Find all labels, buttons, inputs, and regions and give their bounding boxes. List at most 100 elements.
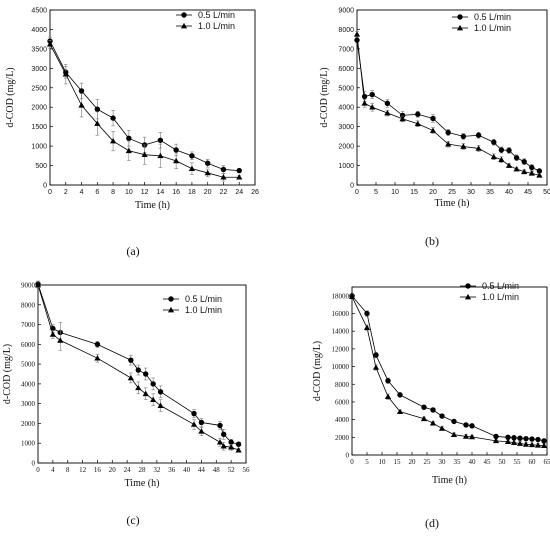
series-circle	[354, 36, 543, 174]
x-tick-label: 0	[36, 466, 40, 474]
x-tick-label: 50	[543, 189, 550, 196]
y-tick-label: 14000	[332, 328, 350, 336]
data-point	[384, 109, 391, 116]
data-point	[399, 112, 406, 119]
data-point	[541, 438, 547, 444]
legend-marker	[464, 293, 472, 300]
series-triangle	[353, 31, 543, 178]
legend-label: 0.5 L/min	[198, 10, 235, 20]
y-tick-label: 5000	[21, 361, 36, 369]
y-tick-label: 3000	[21, 400, 36, 408]
data-point	[62, 71, 69, 77]
data-point	[135, 367, 141, 373]
data-point	[460, 143, 467, 149]
x-tick-label: 35	[486, 189, 494, 196]
data-point	[414, 120, 421, 127]
data-point	[363, 324, 371, 330]
data-point	[46, 41, 54, 47]
data-point	[228, 439, 234, 445]
data-point	[157, 389, 164, 395]
y-tick-label: 2000	[335, 434, 350, 442]
data-point	[372, 364, 380, 370]
data-point	[491, 139, 497, 145]
y-tick-label: 0	[346, 452, 350, 460]
data-point	[396, 408, 404, 414]
y-tick-label: 8000	[21, 301, 36, 309]
x-tick-label: 60	[529, 458, 537, 466]
data-point	[536, 172, 543, 178]
y-axis-label: d-COD (mg/L)	[319, 67, 330, 127]
x-tick-label: 30	[439, 458, 447, 466]
data-point	[445, 141, 452, 147]
data-point	[135, 384, 142, 391]
x-tick-label: 35	[454, 458, 462, 466]
y-tick-label: 10000	[332, 363, 350, 371]
data-point	[94, 355, 101, 361]
x-tick-label: 45	[484, 458, 492, 466]
x-tick-label: 65	[544, 458, 550, 466]
x-tick-label: 40	[505, 189, 513, 196]
chart-panel: 0 5 10 15 20 25 30 35 40 45 50 55 60 65 0 2000 4000 6000 8…	[312, 281, 550, 530]
legend-marker	[465, 283, 471, 289]
y-tick-label: 8000	[335, 381, 350, 389]
y-tick-label: 5000	[338, 85, 354, 92]
data-point	[110, 115, 116, 121]
data-point	[421, 404, 427, 410]
data-point	[439, 413, 445, 419]
y-tick-label: 4000	[335, 416, 350, 424]
data-point	[204, 160, 211, 166]
y-tick-label: 4500	[31, 8, 47, 15]
data-point	[198, 419, 205, 426]
data-point	[438, 425, 446, 431]
x-tick-label: 20	[409, 458, 417, 466]
x-tick-label: 50	[499, 458, 507, 466]
data-point	[462, 433, 470, 439]
y-tick-label: 1500	[31, 124, 47, 131]
data-point	[430, 407, 436, 413]
y-tick-label: 500	[35, 163, 47, 170]
x-tick-label: 24	[235, 189, 243, 196]
y-tick-label: 2000	[338, 144, 354, 151]
series-triangle	[46, 40, 243, 182]
data-point	[463, 422, 469, 428]
data-point	[188, 165, 196, 171]
data-point	[127, 374, 134, 381]
data-point	[157, 402, 164, 408]
y-tick-label: 4000	[31, 27, 47, 34]
data-point	[191, 410, 197, 417]
data-point	[385, 378, 391, 384]
data-point	[150, 381, 156, 387]
series-line	[356, 34, 540, 176]
x-tick-label: 10	[379, 458, 387, 466]
y-tick-label: 0	[350, 183, 354, 190]
data-point	[141, 151, 148, 157]
data-point	[521, 168, 528, 175]
y-axis-label: d-COD (mg/L)	[5, 67, 16, 127]
data-point	[157, 152, 164, 159]
data-point	[348, 293, 356, 300]
series-circle	[349, 293, 547, 444]
legend-marker	[168, 296, 174, 302]
data-point	[142, 390, 149, 397]
x-tick-label: 12	[141, 189, 149, 196]
y-tick-label: 2500	[31, 85, 47, 92]
data-point	[469, 423, 475, 429]
data-point	[498, 156, 505, 163]
data-point	[420, 415, 428, 422]
x-axis-label: Time (h)	[125, 478, 160, 489]
data-point	[373, 352, 379, 358]
data-point	[236, 174, 243, 180]
data-point	[430, 115, 436, 122]
x-tick-label: 20	[204, 189, 212, 196]
x-tick-label: 10	[391, 189, 399, 196]
data-point	[523, 435, 529, 442]
chart-panel: 0 2 4 6 8 10 12 14 16 18 20 22 24 2605001000150020002…	[5, 8, 259, 259]
panel-label: (c)	[126, 513, 139, 527]
x-tick-label: 4	[80, 189, 84, 196]
chart-panel: 0 4 8 12 16 20 24 28 32 36 40 44 48 52 560100020003000…	[2, 280, 251, 527]
legend-label: 1.0 L/min	[185, 305, 222, 315]
y-axis-label: d-COD (mg/L)	[2, 344, 13, 404]
data-point	[236, 167, 242, 174]
x-tick-label: 40	[183, 466, 191, 474]
x-tick-label: 56	[243, 466, 251, 474]
